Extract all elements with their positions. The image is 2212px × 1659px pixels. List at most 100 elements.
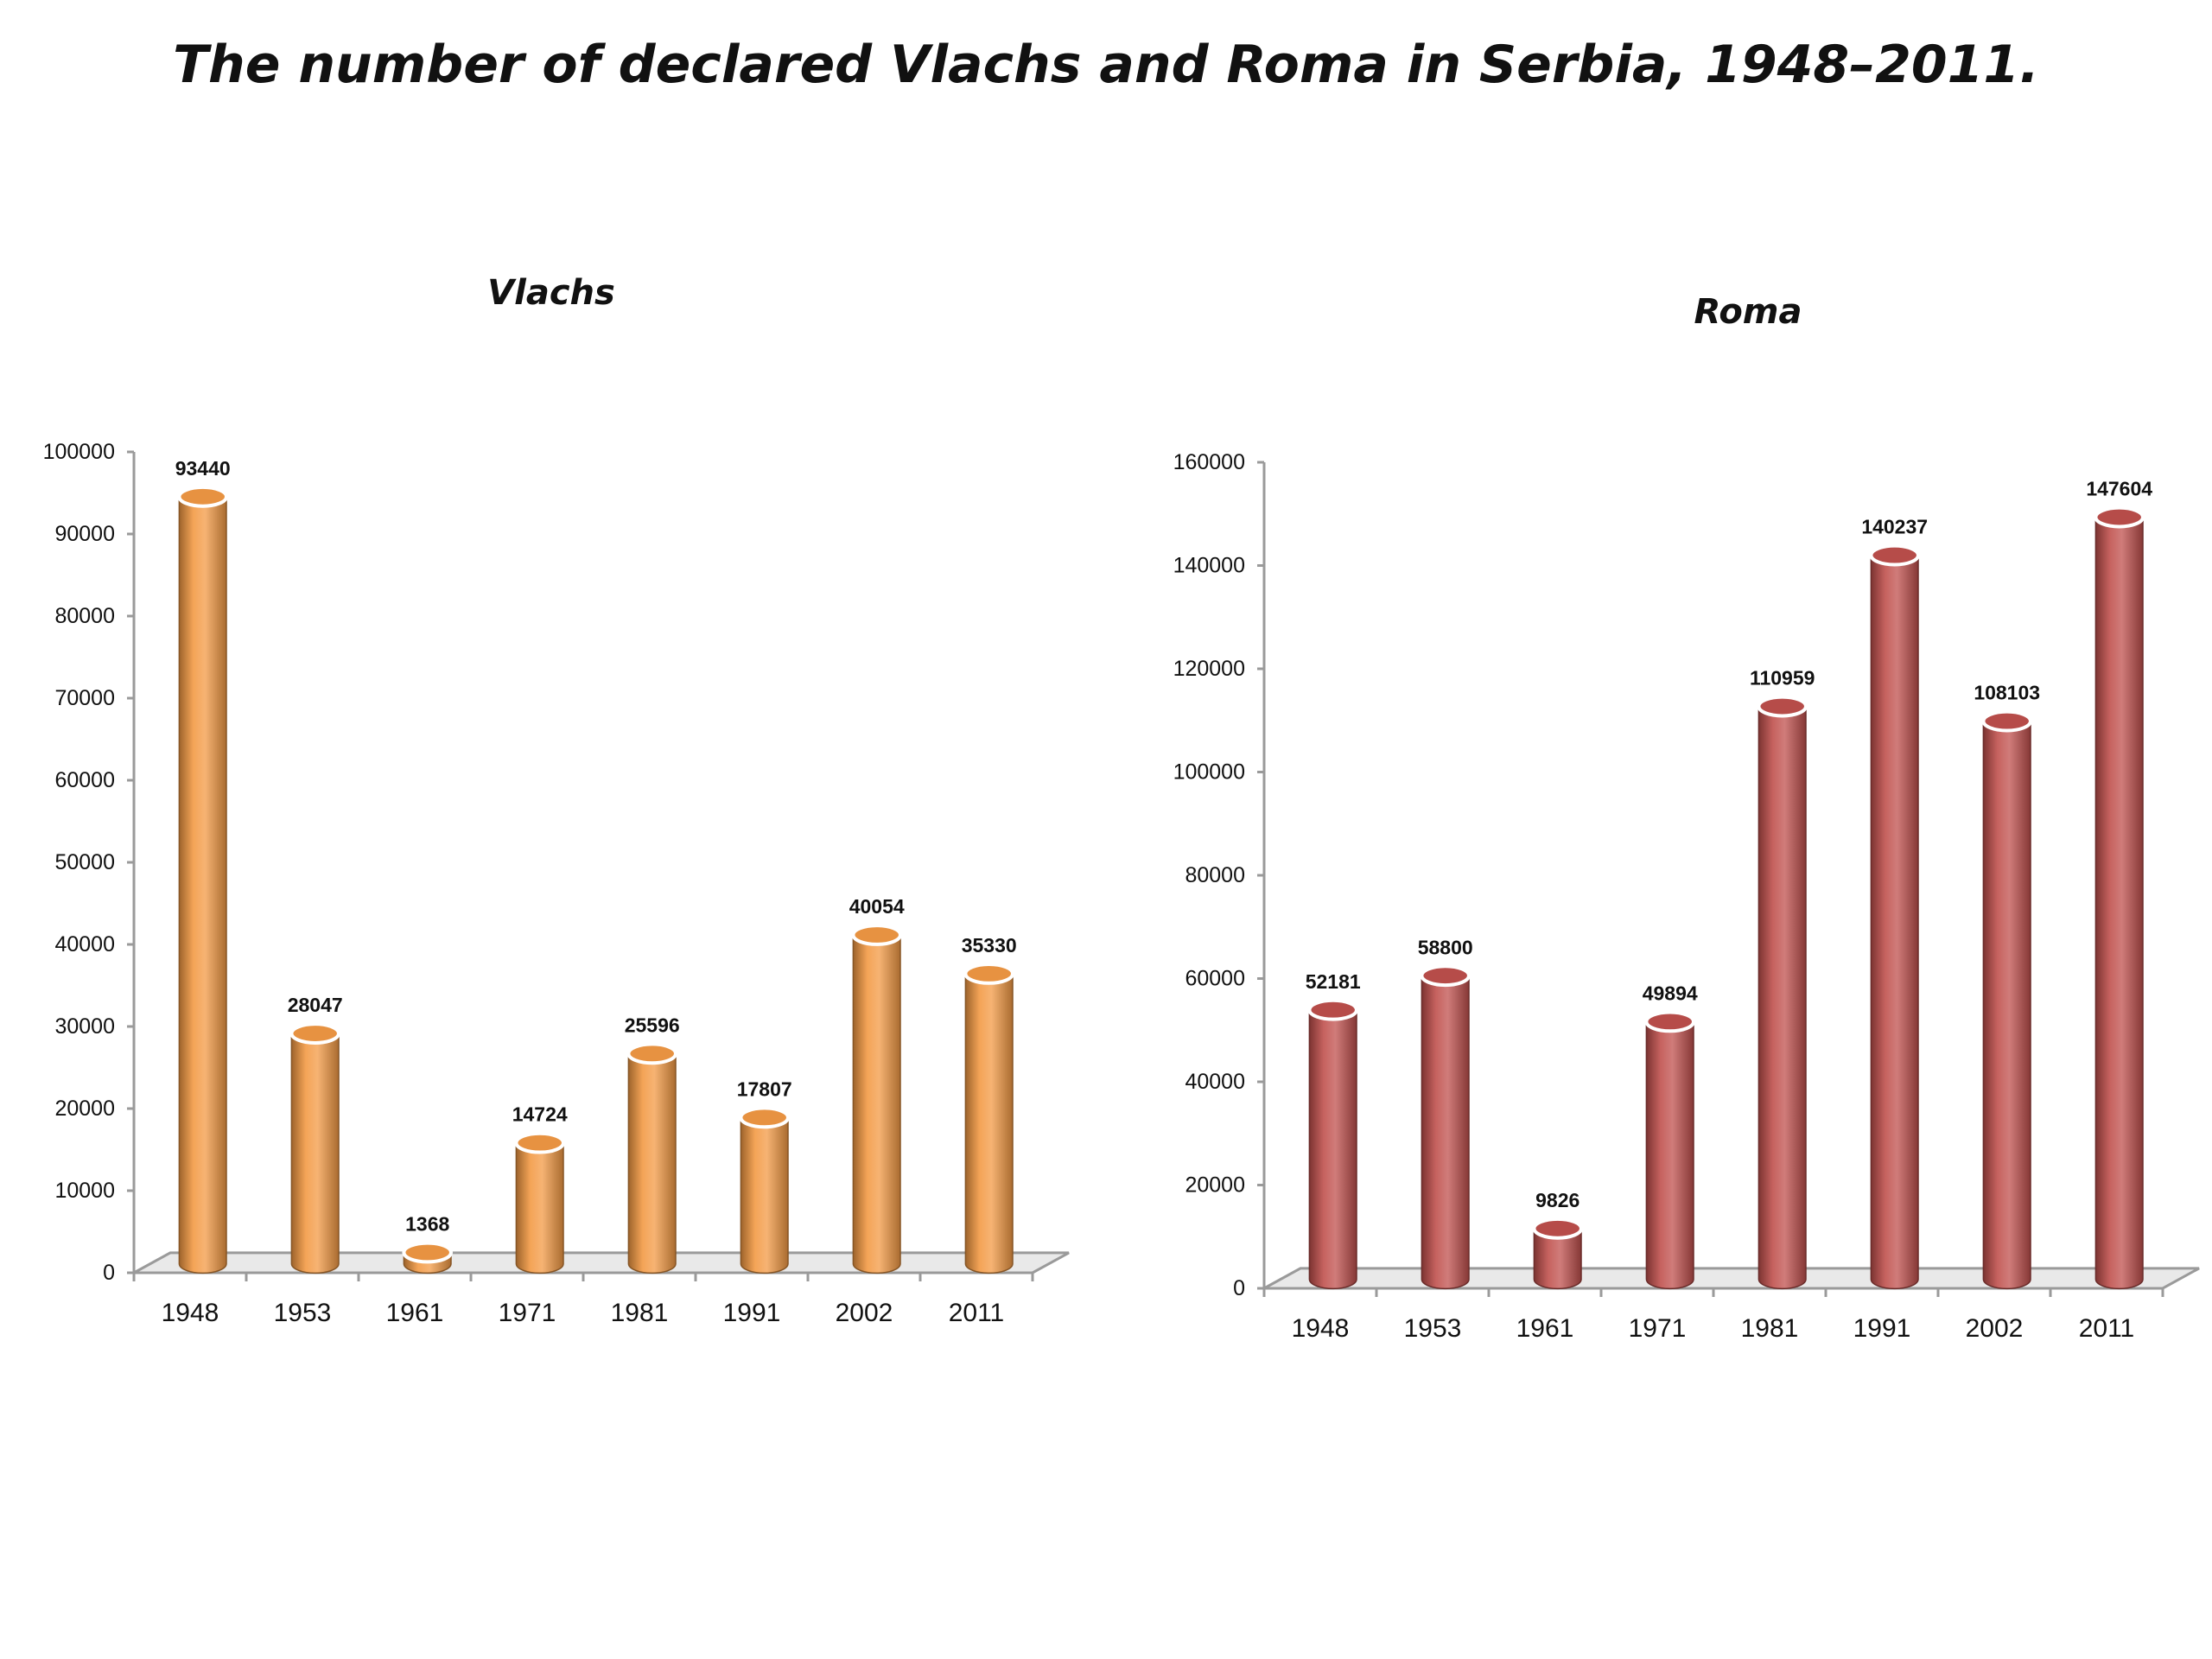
bar-cap — [177, 485, 228, 508]
bar-cap — [1757, 695, 1808, 718]
data-label: 147604 — [2086, 478, 2152, 500]
page-title: The number of declared Vlachs and Roma i… — [173, 35, 2039, 95]
bar-cap — [963, 962, 1014, 985]
bar-1961 — [1532, 1217, 1584, 1290]
data-label: 108103 — [1974, 682, 2040, 704]
bar-1991 — [1869, 543, 1921, 1290]
bar-cap — [1420, 964, 1471, 988]
bar-body — [852, 934, 901, 1274]
x-tick-label: 1981 — [1741, 1314, 1799, 1343]
y-tick-label: 140000 — [1173, 554, 1245, 578]
chart-floor — [1263, 1267, 2200, 1290]
bar-1948 — [177, 485, 228, 1274]
x-tick-label: 2002 — [836, 1299, 893, 1327]
y-tick-label: 70000 — [54, 686, 115, 710]
x-tick-label: 2002 — [1966, 1314, 2024, 1343]
y-tick-label: 90000 — [54, 522, 115, 546]
bar-1953 — [289, 1022, 341, 1274]
bar-1948 — [1307, 998, 1359, 1290]
y-tick-label: 40000 — [1185, 1070, 1245, 1094]
bar-body — [2094, 516, 2144, 1290]
y-tick-label: 160000 — [1173, 450, 1245, 474]
y-tick-label: 60000 — [54, 768, 115, 792]
chart-title-vlachs: Vlachs — [487, 273, 615, 313]
y-tick-label: 0 — [1233, 1276, 1245, 1300]
bar-2002 — [1981, 709, 2032, 1290]
bar-cap — [1307, 998, 1359, 1021]
data-label: 1368 — [405, 1213, 449, 1236]
data-label: 9826 — [1535, 1189, 1580, 1211]
bar-1961 — [402, 1241, 454, 1274]
x-tick-label: 1971 — [1629, 1314, 1687, 1343]
chart-floor — [133, 1251, 1070, 1274]
x-tick-label: 1948 — [162, 1299, 219, 1327]
y-tick-label: 30000 — [54, 1014, 115, 1039]
y-tick-label: 10000 — [54, 1179, 115, 1203]
x-tick-label: 1971 — [499, 1299, 556, 1327]
y-tick-label: 20000 — [54, 1096, 115, 1121]
bar-1991 — [739, 1106, 791, 1274]
bar-body — [740, 1116, 789, 1274]
data-label: 28047 — [288, 994, 343, 1016]
bar-body — [1982, 720, 2031, 1290]
bar-1953 — [1420, 964, 1471, 1290]
bar-1971 — [1644, 1010, 1696, 1290]
bar-1971 — [514, 1131, 566, 1274]
data-label: 14724 — [512, 1103, 568, 1126]
bar-cap — [1869, 543, 1921, 567]
x-tick-label: 1961 — [386, 1299, 444, 1327]
y-tick-label: 100000 — [43, 440, 115, 464]
bar-body — [1533, 1228, 1582, 1290]
y-tick-label: 20000 — [1185, 1173, 1245, 1198]
data-label: 140237 — [1861, 516, 1928, 538]
bar-body — [1870, 554, 1919, 1290]
bar-body — [964, 973, 1014, 1274]
data-label: 52181 — [1306, 970, 1361, 993]
bar-cap — [402, 1241, 454, 1264]
y-tick-label: 100000 — [1173, 760, 1245, 785]
data-label: 49894 — [1643, 982, 1698, 1004]
data-label: 35330 — [962, 934, 1017, 957]
bar-1981 — [1757, 695, 1808, 1290]
y-tick-label: 50000 — [54, 850, 115, 874]
y-tick-label: 0 — [103, 1261, 115, 1285]
x-tick-label: 1991 — [1853, 1314, 1911, 1343]
bar-cap — [1644, 1010, 1696, 1033]
bar-body — [627, 1052, 677, 1274]
data-label: 40054 — [849, 895, 905, 918]
bar-body — [1421, 975, 1470, 1290]
x-tick-label: 1961 — [1516, 1314, 1574, 1343]
bar-cap — [289, 1022, 341, 1045]
y-tick-label: 80000 — [1185, 863, 1245, 887]
chart-title-roma: Roma — [1694, 292, 1802, 332]
x-tick-label: 2011 — [949, 1299, 1005, 1327]
x-tick-label: 2011 — [2079, 1314, 2135, 1343]
bar-cap — [1981, 709, 2032, 733]
data-label: 93440 — [175, 457, 231, 480]
bar-body — [1758, 705, 1807, 1290]
chart-vlachs: 0 10000 20000 30000 40000 50000 60000 70000 8000… — [43, 440, 1070, 1327]
data-label: 17807 — [737, 1077, 792, 1100]
x-tick-label: 1948 — [1292, 1314, 1350, 1343]
data-label: 58800 — [1418, 936, 1473, 958]
bar-1981 — [626, 1042, 678, 1274]
bar-body — [1308, 1008, 1357, 1290]
bar-2011 — [963, 962, 1014, 1274]
x-tick-label: 1981 — [611, 1299, 669, 1327]
bar-body — [178, 496, 227, 1274]
bar-cap — [739, 1106, 791, 1129]
bar-body — [1645, 1020, 1694, 1290]
bar-2011 — [2094, 505, 2145, 1290]
bar-cap — [626, 1042, 678, 1065]
y-tick-label: 80000 — [54, 604, 115, 628]
bar-body — [290, 1033, 340, 1274]
x-tick-label: 1953 — [274, 1299, 332, 1327]
x-tick-label: 1953 — [1404, 1314, 1462, 1343]
data-label: 25596 — [625, 1014, 680, 1036]
chart-roma: 0 20000 40000 60000 80000 100000 120000 140000 1… — [1173, 450, 2200, 1343]
bar-cap — [851, 924, 903, 946]
bar-2002 — [851, 924, 903, 1274]
y-tick-label: 120000 — [1173, 657, 1245, 681]
x-tick-label: 1991 — [723, 1299, 781, 1327]
y-tick-label: 60000 — [1185, 967, 1245, 991]
